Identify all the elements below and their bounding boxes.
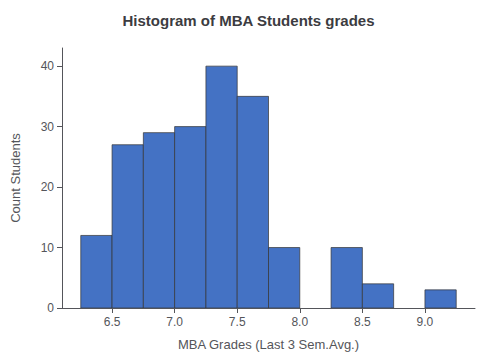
svg-text:7.5: 7.5 (229, 315, 246, 329)
svg-text:10: 10 (41, 241, 55, 255)
svg-text:8.5: 8.5 (354, 315, 371, 329)
svg-text:0: 0 (47, 301, 54, 315)
svg-text:MBA Grades (Last 3 Sem.Avg.): MBA Grades (Last 3 Sem.Avg.) (178, 337, 359, 352)
svg-text:Count Students: Count Students (8, 133, 23, 223)
svg-text:7.0: 7.0 (166, 315, 183, 329)
svg-text:9.0: 9.0 (417, 315, 434, 329)
svg-text:Histogram of MBA Students grad: Histogram of MBA Students grades (123, 12, 375, 29)
svg-text:6.5: 6.5 (104, 315, 121, 329)
svg-text:40: 40 (41, 59, 55, 73)
svg-text:8.0: 8.0 (291, 315, 308, 329)
svg-text:30: 30 (41, 120, 55, 134)
svg-text:20: 20 (41, 180, 55, 194)
